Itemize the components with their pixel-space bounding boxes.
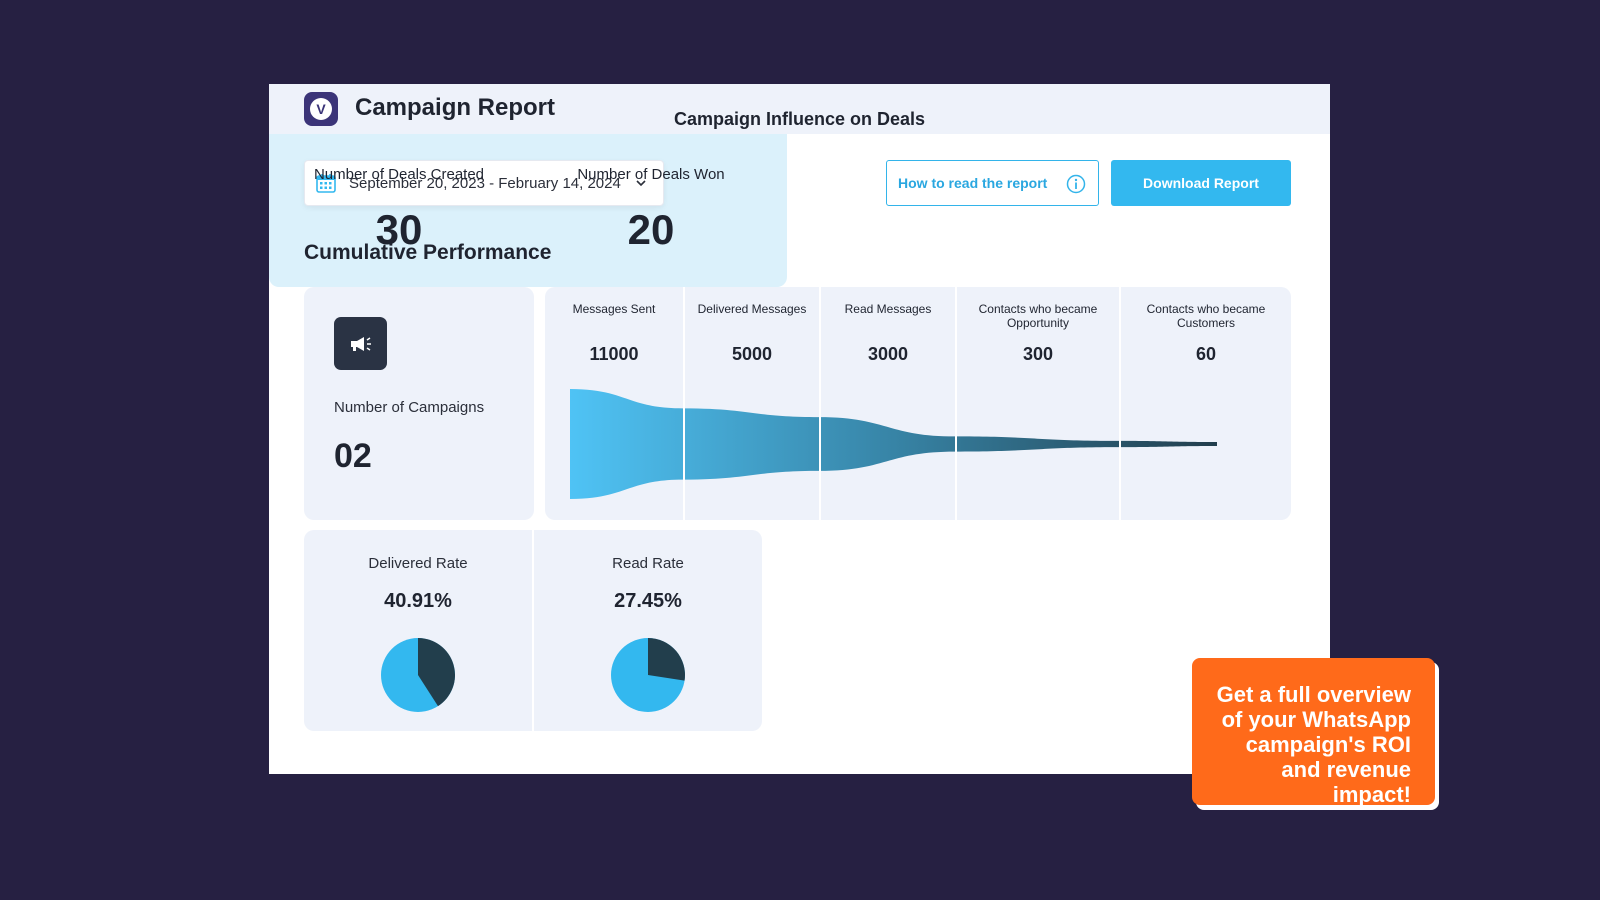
funnel-stage-customers: Contacts who became Customers 60 <box>1121 287 1291 520</box>
funnel-stage-label: Contacts who became Opportunity <box>978 302 1098 330</box>
pie-slice <box>418 638 455 707</box>
app-logo: V <box>304 92 338 126</box>
funnel-stage-value: 11000 <box>589 344 639 364</box>
date-range-picker[interactable]: September 20, 2023 - February 14, 2024 <box>304 160 664 206</box>
funnel-stage-read: Read Messages 3000 <box>821 287 955 520</box>
funnel-divider <box>1119 287 1121 520</box>
funnel-stage-label: Contacts who became Customers <box>1146 302 1266 330</box>
how-to-read-label: How to read the report <box>898 175 1048 191</box>
logo-letter: V <box>310 98 332 120</box>
delivered-rate-panel: Delivered Rate 40.91% <box>304 530 532 731</box>
rate-divider <box>532 530 534 731</box>
funnel-stage-messages-sent: Messages Sent 11000 <box>545 287 683 520</box>
funnel-divider <box>955 287 957 520</box>
funnel-stage-opportunity: Contacts who became Opportunity 300 <box>957 287 1119 520</box>
deals-created-label: Number of Deals Created <box>313 166 485 183</box>
funnel-stage-label: Delivered Messages <box>697 302 807 316</box>
info-icon <box>1066 174 1086 194</box>
funnel-stage-value: 300 <box>1022 344 1054 364</box>
delivered-rate-label: Delivered Rate <box>368 555 468 572</box>
funnel-divider <box>683 287 685 520</box>
funnel-card: Messages Sent 11000 Delivered Messages 5… <box>545 287 1291 520</box>
date-range-value: September 20, 2023 - February 14, 2024 <box>349 174 621 192</box>
campaigns-label: Number of Campaigns <box>334 399 485 416</box>
read-rate-value: 27.45% <box>614 590 682 612</box>
read-rate-pie <box>611 638 685 712</box>
read-rate-panel: Read Rate 27.45% <box>534 530 762 731</box>
deals-title: Campaign Influence on Deals <box>673 109 926 129</box>
deals-won-value: 20 <box>627 206 675 253</box>
campaigns-value: 02 <box>334 437 372 475</box>
read-rate-label: Read Rate <box>612 555 684 572</box>
delivered-rate-pie <box>381 638 455 712</box>
funnel-stage-value: 5000 <box>731 344 773 364</box>
funnel-stage-label: Read Messages <box>844 302 932 316</box>
funnel-divider <box>819 287 821 520</box>
page-title: Campaign Report <box>355 94 556 121</box>
funnel-stage-value: 60 <box>1195 344 1217 364</box>
funnel-stage-value: 3000 <box>867 344 909 364</box>
calendar-icon <box>316 174 336 193</box>
pie-slice <box>648 638 685 681</box>
megaphone-icon <box>350 336 371 351</box>
chevron-down-icon <box>636 180 646 187</box>
funnel-chart <box>570 389 1217 499</box>
deals-created-value: 30 <box>375 206 423 253</box>
title-bar: V Campaign Report <box>269 84 1330 134</box>
section-title: Cumulative Performance <box>304 241 552 264</box>
deals-won-label: Number of Deals Won <box>577 166 725 183</box>
megaphone-badge <box>334 317 387 370</box>
funnel-stage-label: Messages Sent <box>572 302 656 316</box>
report-window: V Campaign Report September 20, 2023 - F… <box>269 84 1330 774</box>
download-report-button[interactable]: Download Report <box>1111 160 1291 206</box>
funnel-stage-delivered: Delivered Messages 5000 <box>685 287 819 520</box>
rates-card: Delivered Rate 40.91% Read Rate 27.45% <box>304 530 762 731</box>
delivered-rate-value: 40.91% <box>384 590 452 612</box>
campaigns-card: Number of Campaigns 02 <box>304 287 534 520</box>
how-to-read-button[interactable]: How to read the report <box>886 160 1099 206</box>
funnel-shape <box>570 389 1217 499</box>
promo-callout: Get a full overview of your WhatsApp cam… <box>1192 658 1435 807</box>
